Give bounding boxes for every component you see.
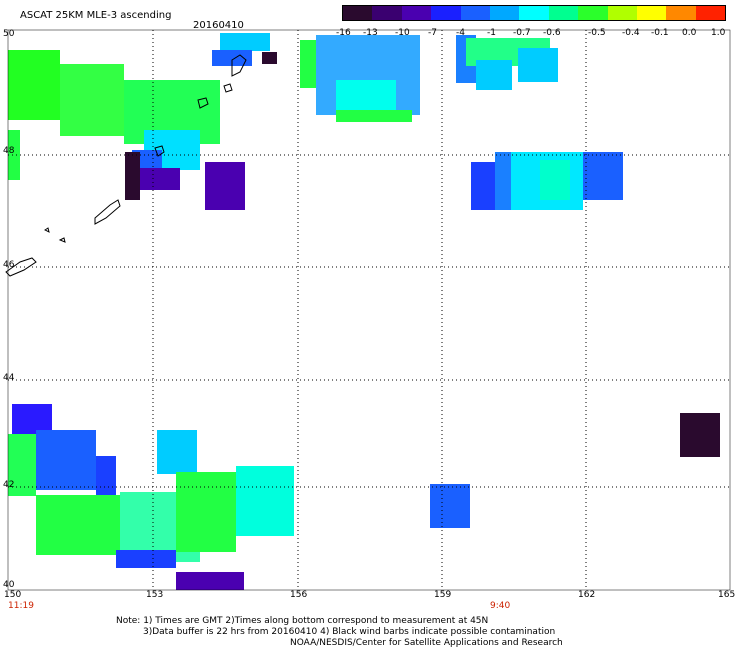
grid-lines [8, 30, 730, 590]
lat-label: 50 [3, 29, 15, 39]
lat-label: 48 [3, 146, 15, 156]
colorbar-label: 1.0 [711, 28, 726, 38]
data-cell [36, 430, 96, 490]
colorbar-step [519, 6, 549, 20]
data-cell [476, 60, 512, 90]
data-cell [157, 430, 197, 474]
lon-label: 156 [290, 590, 308, 600]
colorbar-step [695, 6, 726, 20]
colorbar-label: 0.0 [682, 28, 697, 38]
note-line: NOAA/NESDIS/Center for Satellite Applica… [290, 638, 563, 648]
colorbar-step [636, 6, 667, 20]
data-cell [8, 434, 36, 496]
lat-label: 40 [3, 580, 15, 590]
time-label: 11:19 [8, 601, 34, 611]
data-cell [36, 495, 120, 555]
colorbar-step [431, 6, 461, 20]
data-cell [471, 162, 495, 210]
data-cell [140, 168, 180, 190]
data-cell [125, 152, 140, 200]
colorbar-step [343, 6, 373, 20]
wind-data-swaths [8, 33, 720, 590]
lon-label: 150 [4, 590, 22, 600]
colorbar-step [401, 6, 432, 20]
lon-label: 162 [578, 590, 596, 600]
data-cell [212, 50, 252, 66]
data-cell [205, 162, 245, 210]
data-cell [583, 152, 623, 200]
data-cell [518, 48, 558, 82]
map-frame [7, 29, 731, 591]
colorbar-label: -0.5 [588, 28, 606, 38]
product-title: ASCAT 25KM MLE-3 ascending [20, 10, 172, 21]
data-cell [336, 110, 412, 122]
data-cell [300, 40, 316, 88]
colorbar-label: -13 [363, 28, 378, 38]
data-cell [12, 404, 52, 434]
colorbar-label: -16 [336, 28, 351, 38]
data-cell [236, 466, 294, 536]
data-cell [540, 160, 570, 200]
colorbar-label: -0.7 [513, 28, 531, 38]
colorbar-step [666, 6, 696, 20]
data-cell [176, 472, 236, 552]
colorbar-step [578, 6, 608, 20]
data-cell [262, 52, 277, 64]
lon-label: 159 [434, 590, 452, 600]
note-line: 3)Data buffer is 22 hrs from 20160410 4)… [143, 627, 556, 637]
data-cell [116, 550, 176, 568]
data-cell [8, 130, 20, 180]
product-date: 20160410 [193, 20, 244, 31]
colorbar-step [548, 6, 579, 20]
data-cell [680, 413, 720, 457]
colorbar-label: -0.1 [651, 28, 669, 38]
lat-label: 42 [3, 480, 15, 490]
data-cell [220, 33, 270, 51]
time-label: 9:40 [490, 601, 511, 611]
data-cell [60, 64, 124, 136]
colorbar-label: -0.6 [543, 28, 561, 38]
colorbar-label: -10 [395, 28, 410, 38]
colorbar [342, 5, 726, 21]
note-line: Note: 1) Times are GMT 2)Times along bot… [116, 616, 489, 626]
colorbar-label: -0.4 [622, 28, 640, 38]
lat-label: 44 [3, 373, 15, 383]
data-cell [176, 572, 244, 590]
colorbar-step [372, 6, 402, 20]
lon-label: 153 [146, 590, 164, 600]
colorbar-label: -7 [428, 28, 437, 38]
data-cell [96, 456, 116, 496]
colorbar-step [607, 6, 637, 20]
colorbar-step [460, 6, 490, 20]
data-cell [8, 50, 60, 120]
colorbar-label: -4 [456, 28, 465, 38]
colorbar-label: -1 [487, 28, 496, 38]
lon-label: 165 [718, 590, 736, 600]
lat-label: 46 [3, 260, 15, 270]
data-cell [336, 80, 396, 110]
data-cell [430, 484, 470, 528]
data-cell [495, 152, 511, 210]
coastline [5, 54, 247, 277]
colorbar-step [489, 6, 520, 20]
